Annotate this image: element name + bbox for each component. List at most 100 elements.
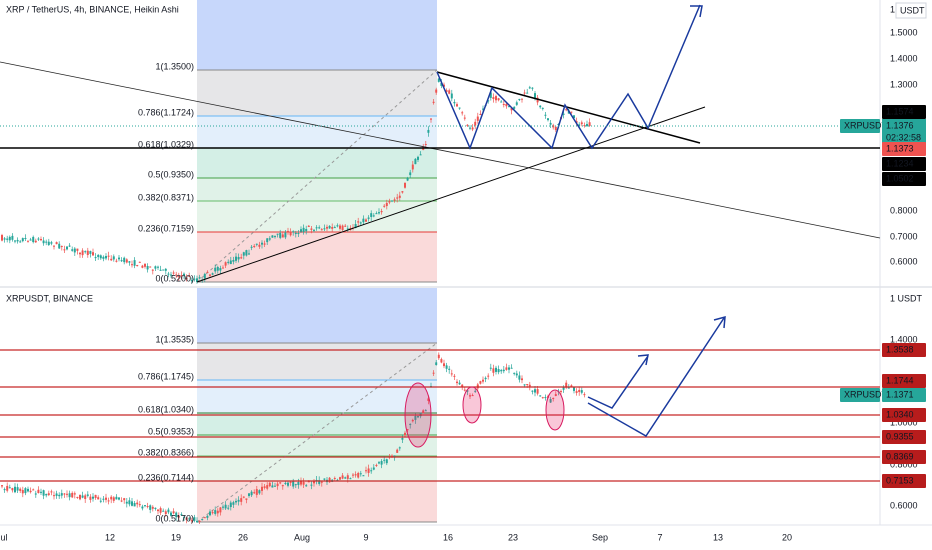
- candle: [92, 252, 94, 256]
- candle: [255, 243, 258, 245]
- candle: [294, 232, 297, 235]
- candle: [123, 498, 126, 501]
- symbol-tag: XRPUSDT: [844, 389, 888, 399]
- candle: [157, 266, 159, 268]
- price-label: 0.6000: [890, 500, 918, 510]
- candle: [344, 477, 347, 479]
- candle: [300, 229, 302, 232]
- candle: [211, 273, 214, 275]
- candle: [229, 502, 232, 508]
- candle: [248, 493, 250, 496]
- fib-label: 0(0.5170): [155, 513, 194, 523]
- candle: [406, 429, 409, 431]
- candle: [79, 252, 81, 255]
- candle: [313, 481, 315, 484]
- candle: [37, 238, 40, 240]
- candle: [565, 109, 568, 111]
- candle: [107, 500, 110, 502]
- price-tag: 1.0340: [886, 409, 914, 419]
- candle: [469, 395, 471, 397]
- candle: [219, 507, 222, 513]
- candle: [398, 195, 401, 198]
- candle: [510, 367, 513, 369]
- candle: [190, 280, 193, 282]
- candle: [287, 230, 289, 232]
- candle: [398, 447, 401, 449]
- fib-label: 0.5(0.9353): [148, 426, 194, 436]
- candle: [222, 267, 224, 269]
- candle: [281, 234, 284, 238]
- candle: [518, 98, 521, 101]
- candle: [279, 482, 282, 484]
- candle: [474, 121, 477, 126]
- candle: [424, 410, 427, 412]
- candle: [123, 257, 126, 263]
- candle: [206, 271, 209, 273]
- fib-label: 0.618(1.0329): [138, 139, 194, 149]
- fib-zone: [197, 70, 437, 116]
- candle: [240, 498, 243, 502]
- candle: [271, 485, 274, 488]
- candle: [40, 238, 42, 241]
- price-label: 0.6000: [890, 256, 918, 266]
- candle: [266, 485, 269, 489]
- candle: [45, 241, 48, 243]
- candle: [466, 390, 469, 392]
- candle: [21, 238, 24, 242]
- candle: [528, 384, 531, 387]
- candle: [125, 501, 128, 504]
- candle: [437, 354, 440, 359]
- fib-label: 0.382(0.8371): [138, 192, 194, 202]
- candle: [222, 506, 224, 508]
- time-zone: [197, 0, 437, 70]
- candle: [188, 275, 191, 277]
- candle: [552, 125, 555, 128]
- candle: [170, 512, 172, 516]
- candle: [443, 363, 445, 367]
- candle: [292, 481, 295, 487]
- candle: [105, 497, 107, 500]
- candle: [307, 225, 310, 227]
- candle: [110, 496, 113, 500]
- candle: [55, 493, 58, 496]
- candle: [167, 509, 170, 513]
- candle: [19, 488, 22, 491]
- candle: [133, 503, 136, 507]
- candle: [523, 92, 526, 94]
- candle: [196, 278, 198, 282]
- price-tag: 1.1234: [886, 158, 914, 168]
- candle: [84, 251, 87, 253]
- candle: [6, 238, 9, 240]
- candle: [508, 106, 510, 108]
- candle: [573, 115, 575, 119]
- highlight: [404, 382, 432, 448]
- candle: [172, 272, 175, 274]
- candle: [357, 221, 360, 223]
- candle: [185, 517, 188, 520]
- candle: [183, 517, 185, 519]
- candle: [505, 103, 508, 107]
- candle: [112, 256, 115, 260]
- candle: [565, 382, 568, 388]
- fib-zone: [197, 413, 437, 435]
- candle: [456, 381, 458, 384]
- fib-label: 1(1.3535): [155, 334, 194, 344]
- candle: [3, 489, 6, 491]
- trend-line: [0, 61, 881, 239]
- candle: [453, 101, 456, 104]
- candle: [242, 496, 245, 498]
- time-label: 7: [657, 532, 662, 542]
- candle: [128, 500, 131, 505]
- candle: [367, 217, 370, 219]
- candle: [201, 519, 204, 521]
- fib-label: 1(1.3500): [155, 61, 194, 71]
- candle: [216, 266, 219, 271]
- candle: [86, 494, 89, 496]
- candle: [292, 231, 295, 233]
- candle: [549, 399, 552, 403]
- candle: [79, 494, 81, 500]
- candle: [209, 274, 211, 276]
- price-label: 1.5000: [890, 27, 918, 37]
- candle: [183, 273, 185, 276]
